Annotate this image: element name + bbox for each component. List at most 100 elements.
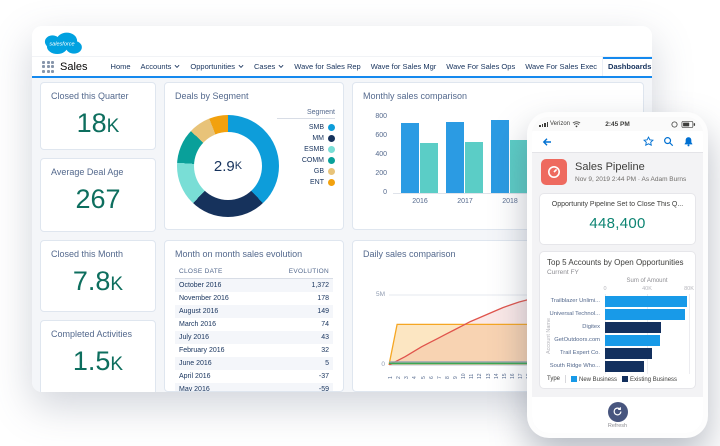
x-axis-tick: 13 bbox=[485, 373, 492, 379]
table-row[interactable]: July 2016 43 bbox=[175, 331, 333, 344]
legend-title: Type bbox=[547, 376, 561, 382]
x-axis-tick: 6 bbox=[428, 376, 435, 379]
column-header: CLOSE DATE bbox=[179, 268, 223, 275]
legend-label: GB bbox=[313, 168, 324, 175]
table-row[interactable]: April 2016 -37 bbox=[175, 370, 333, 383]
window-header: salesforce bbox=[32, 26, 652, 56]
report-table: CLOSE DATE EVOLUTION October 2016 1,372 No… bbox=[175, 265, 333, 392]
table-row[interactable]: February 2016 32 bbox=[175, 344, 333, 357]
cell-close-date: June 2016 bbox=[179, 360, 212, 367]
phone-chart-subtitle: Current FY bbox=[547, 269, 579, 276]
table-row[interactable]: August 2016 149 bbox=[175, 305, 333, 318]
nav-tab-accounts[interactable]: Accounts bbox=[136, 57, 186, 76]
battery-icon bbox=[681, 120, 696, 128]
gridline bbox=[689, 294, 690, 374]
table-row[interactable]: March 2016 74 bbox=[175, 318, 333, 331]
legend-label: ENT bbox=[310, 179, 324, 186]
kpi-title: Closed this Quarter bbox=[51, 91, 129, 101]
phone-screen: Verizon 2:45 PM bbox=[532, 117, 703, 433]
bar-label-trail-expert-co: Trail Expert Co. bbox=[559, 350, 600, 356]
x-axis-title: Sum of Amount bbox=[626, 278, 668, 284]
bar-2017-series-1[interactable] bbox=[446, 122, 464, 193]
nav-tab-label: Cases bbox=[254, 62, 276, 71]
bar-2018-series-1[interactable] bbox=[491, 119, 509, 193]
pipeline-metric-card: Opportunity Pipeline Set to Close This Q… bbox=[539, 193, 696, 245]
cell-close-date: February 2016 bbox=[179, 347, 225, 354]
nav-tab-wave-for-sales-exec[interactable]: Wave For Sales Exec bbox=[520, 57, 602, 76]
bar-trailblazer-unlimi[interactable] bbox=[605, 296, 687, 307]
nav-tab-opportunities[interactable]: Opportunities bbox=[185, 57, 249, 76]
kpi-title: Average Deal Age bbox=[51, 167, 124, 177]
kpi-card-completed-activities: Completed Activities 1.5K bbox=[40, 320, 156, 392]
bar-2016-series-2[interactable] bbox=[420, 143, 438, 193]
signal-strength-icon bbox=[539, 121, 548, 127]
bar-digitex[interactable] bbox=[605, 322, 661, 333]
chart-legend: Type New Business Existing Business bbox=[547, 375, 682, 383]
column-header: EVOLUTION bbox=[288, 268, 329, 275]
nav-tabs: Home Accounts Opportunities Cases Wave for S… bbox=[106, 57, 652, 76]
nav-tab-cases[interactable]: Cases bbox=[249, 57, 289, 76]
x-axis-line bbox=[389, 365, 633, 366]
cell-evolution: 178 bbox=[317, 295, 329, 302]
back-button[interactable] bbox=[541, 136, 553, 148]
bar-universal-technol[interactable] bbox=[605, 309, 685, 320]
legend-item-smb: SMB bbox=[277, 122, 335, 133]
cell-evolution: 74 bbox=[321, 321, 329, 328]
nav-tab-wave-for-sales-ops[interactable]: Wave For Sales Ops bbox=[441, 57, 520, 76]
chevron-down-icon bbox=[238, 64, 244, 69]
card-title: Deals by Segment bbox=[175, 91, 249, 101]
top-accounts-card: Top 5 Accounts by Open Opportunities Cur… bbox=[539, 251, 696, 389]
x-axis-tick: 16 bbox=[510, 373, 516, 379]
bar-label-trailblazer-unlimi: Trailblazer Unlimi... bbox=[550, 298, 600, 304]
nav-tab-home[interactable]: Home bbox=[106, 57, 136, 76]
clock: 2:45 PM bbox=[605, 120, 630, 128]
bar-2016-series-1[interactable] bbox=[401, 122, 419, 193]
nav-tab-wave-for-sales-rep[interactable]: Wave for Sales Rep bbox=[289, 57, 365, 76]
bar-2017-series-2[interactable] bbox=[465, 142, 483, 193]
global-navigation-bar: Sales Home Accounts Opportunities Cases Wave… bbox=[32, 56, 652, 78]
search-icon[interactable] bbox=[663, 136, 674, 147]
card-title: Monthly sales comparison bbox=[363, 91, 468, 101]
cell-close-date: October 2016 bbox=[179, 282, 222, 289]
legend-label: MM bbox=[312, 135, 324, 142]
nav-tab-dashboards[interactable]: Dashboards bbox=[602, 57, 652, 76]
legend-item-existing-business: Existing Business bbox=[622, 375, 677, 383]
cell-evolution: -37 bbox=[318, 373, 329, 380]
table-row[interactable]: November 2016 178 bbox=[175, 292, 333, 305]
dashboard-gauge-icon bbox=[541, 159, 567, 185]
kpi-value: 18K bbox=[76, 108, 120, 138]
legend-swatch bbox=[328, 179, 335, 186]
metric-value: 448,400 bbox=[589, 215, 646, 232]
favorite-star-icon[interactable] bbox=[643, 136, 654, 147]
app-launcher-icon[interactable] bbox=[42, 60, 54, 73]
table-row[interactable]: October 2016 1,372 bbox=[175, 279, 333, 292]
month-on-month-card: Month on month sales evolution CLOSE DAT… bbox=[164, 240, 344, 392]
cell-evolution: 32 bbox=[321, 347, 329, 354]
kpi-card-average-deal-age: Average Deal Age 267 bbox=[40, 158, 156, 232]
refresh-button[interactable] bbox=[607, 401, 628, 422]
x-axis-tick: 3 bbox=[404, 376, 411, 379]
x-axis-category: 2016 bbox=[412, 198, 428, 205]
x-axis-category: 2017 bbox=[457, 198, 473, 205]
phone-device: Verizon 2:45 PM bbox=[527, 112, 708, 438]
bar-label-universal-technol: Universal Technol... bbox=[549, 311, 600, 317]
table-row[interactable]: May 2016 -59 bbox=[175, 383, 333, 392]
x-axis-tick: 1 bbox=[388, 376, 394, 379]
nav-tab-label: Wave For Sales Exec bbox=[525, 62, 598, 71]
table-row[interactable]: June 2016 5 bbox=[175, 357, 333, 370]
bar-trail-expert-co[interactable] bbox=[605, 348, 653, 359]
notifications-bell-icon[interactable] bbox=[683, 136, 694, 147]
legend-label: COMM bbox=[301, 157, 324, 164]
kpi-value: 267 bbox=[75, 184, 121, 214]
bar-2018-series-2[interactable] bbox=[510, 139, 528, 193]
gridline bbox=[605, 294, 606, 374]
legend-title: Segment bbox=[277, 109, 335, 119]
bar-getoutdoors-com[interactable] bbox=[605, 335, 660, 346]
nav-tab-wave-for-sales-mgr[interactable]: Wave for Sales Mgr bbox=[366, 57, 442, 76]
cell-evolution: 149 bbox=[317, 308, 329, 315]
bar-south-ridge-who[interactable] bbox=[605, 361, 644, 372]
cell-evolution: -59 bbox=[318, 386, 329, 392]
bar-label-getoutdoors-com: GetOutdoors.com bbox=[554, 337, 600, 343]
legend-item-comm: COMM bbox=[277, 155, 335, 166]
